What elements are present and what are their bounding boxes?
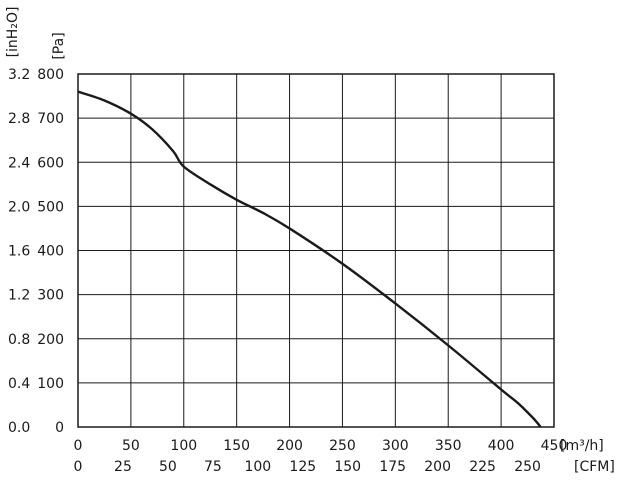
- y-primary-unit-label: [Pa]: [51, 32, 67, 59]
- x-primary-tick-label: 200: [276, 438, 303, 454]
- x-secondary-tick-label: 100: [244, 459, 271, 475]
- y-secondary-tick-label: 1.6: [8, 244, 30, 260]
- x-primary-tick-label: 250: [329, 438, 356, 454]
- x-secondary-tick-label: 175: [379, 459, 406, 475]
- x-primary-tick-label: 100: [170, 438, 197, 454]
- y-primary-tick-label: 100: [37, 376, 64, 392]
- x-secondary-tick-label: 225: [469, 459, 496, 475]
- x-secondary-unit-label: [CFM]: [574, 459, 615, 475]
- y-primary-tick-label: 700: [37, 111, 64, 127]
- y-primary-tick-label: 300: [37, 288, 64, 304]
- x-primary-tick-label: 150: [223, 438, 250, 454]
- y-secondary-tick-label: 3.2: [8, 67, 30, 83]
- y-primary-tick-label: 800: [37, 67, 64, 83]
- x-secondary-tick-label: 125: [289, 459, 316, 475]
- y-primary-tick-label: 500: [37, 199, 64, 215]
- y-secondary-tick-label: 0.8: [8, 332, 30, 348]
- y-primary-tick-label: 400: [37, 244, 64, 260]
- series-line-0: [78, 90, 543, 427]
- axis-labels: 0 50 100 150 200 250 300 350 400 450 0 25 50 75 100 125…: [5, 7, 615, 475]
- x-secondary-tick-label: 150: [334, 459, 361, 475]
- x-primary-tick-label: 300: [382, 438, 409, 454]
- x-secondary-tick-label: 200: [424, 459, 451, 475]
- y-secondary-tick-label: 2.0: [8, 199, 30, 215]
- plot-frame: [77, 73, 555, 428]
- x-secondary-tick-label: 250: [514, 459, 541, 475]
- y-secondary-tick-label: 2.4: [8, 155, 30, 171]
- y-secondary-unit-label: [inH₂O]: [5, 7, 21, 58]
- x-primary-tick-label: 50: [122, 438, 140, 454]
- grid-lines: [78, 74, 554, 427]
- y-primary-tick-label: 200: [37, 332, 64, 348]
- x-primary-tick-label: 350: [435, 438, 462, 454]
- y-secondary-tick-label: 1.2: [8, 288, 30, 304]
- x-secondary-tick-label: 0: [74, 459, 83, 475]
- y-primary-tick-label: 600: [37, 155, 64, 171]
- x-secondary-tick-label: 50: [159, 459, 177, 475]
- y-primary-tick-label: 0: [55, 420, 64, 436]
- x-primary-unit-label: [m³/h]: [560, 438, 604, 454]
- y-secondary-tick-label: 2.8: [8, 111, 30, 127]
- x-primary-tick-label: 400: [488, 438, 515, 454]
- series-layer: [78, 90, 543, 427]
- x-secondary-tick-label: 75: [204, 459, 222, 475]
- x-secondary-tick-label: 25: [114, 459, 132, 475]
- y-secondary-tick-label: 0.0: [8, 420, 30, 436]
- y-secondary-tick-label: 0.4: [8, 376, 30, 392]
- x-primary-tick-label: 450: [541, 438, 568, 454]
- x-primary-tick-label: 0: [74, 438, 83, 454]
